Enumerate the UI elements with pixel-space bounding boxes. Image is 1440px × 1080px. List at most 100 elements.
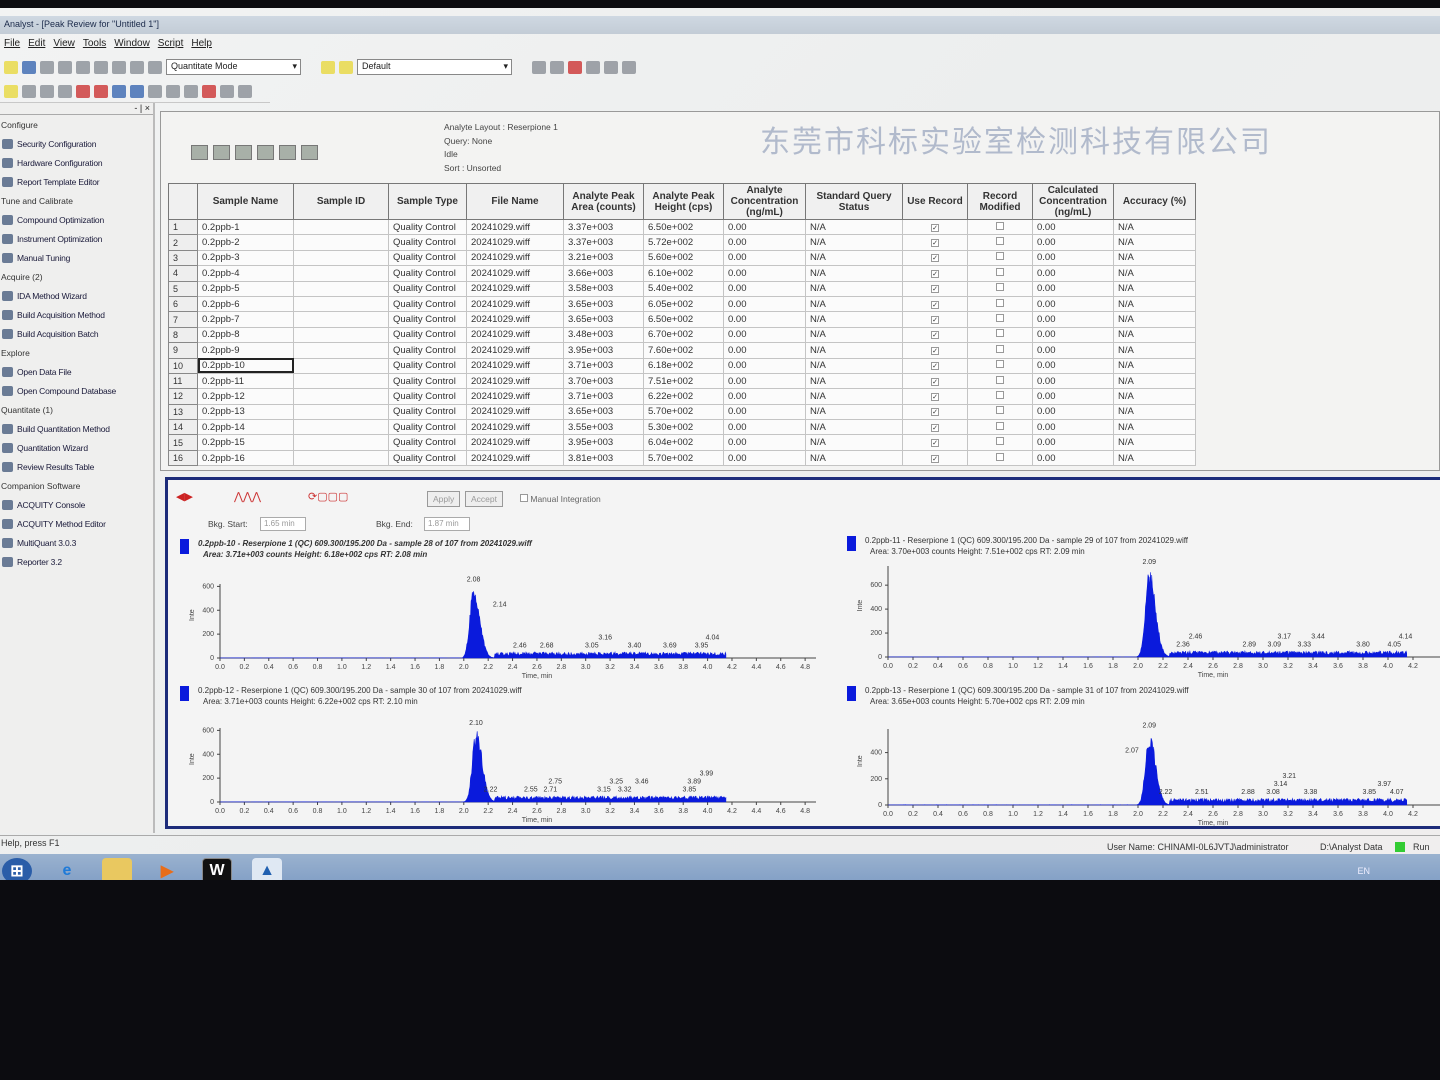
table-row[interactable]: 15 0.2ppb-15 Quality Control 20241029.wiff 3… (168, 434, 1196, 451)
sidebar-item[interactable]: IDA Method Wizard (0, 286, 153, 305)
cell-col4[interactable]: 20241029.wiff (466, 218, 564, 236)
column-header[interactable]: Record Modified (967, 183, 1033, 220)
accept-button[interactable]: Accept (465, 491, 503, 507)
cell-col4[interactable]: 20241029.wiff (466, 372, 564, 390)
use-record-checkbox[interactable]: ✓ (931, 392, 939, 401)
use-record-checkbox[interactable]: ✓ (931, 423, 939, 432)
cell-col11[interactable]: 0.00 (1032, 249, 1114, 267)
column-header[interactable] (168, 183, 198, 220)
use-record-checkbox[interactable]: ✓ (931, 300, 939, 309)
cell-col5[interactable]: 3.71e+003 (563, 357, 644, 374)
cell-col3[interactable]: Quality Control (388, 249, 467, 267)
cell-col4[interactable]: 20241029.wiff (466, 249, 564, 267)
cell-col2[interactable] (293, 295, 389, 313)
cell-col10[interactable] (967, 372, 1033, 390)
cell-col4[interactable]: 20241029.wiff (466, 295, 564, 313)
cell-col11[interactable]: 0.00 (1032, 357, 1114, 374)
cell-col6[interactable]: 5.60e+002 (643, 249, 724, 267)
cell-col11[interactable]: 0.00 (1032, 326, 1114, 344)
cell-col3[interactable]: Quality Control (388, 419, 467, 436)
cell-col9[interactable]: ✓ (902, 234, 968, 251)
cell-col2[interactable] (293, 280, 389, 297)
cell-col11[interactable]: 0.00 (1032, 434, 1114, 451)
cell-col5[interactable]: 3.48e+003 (563, 326, 644, 344)
table-row[interactable]: 6 0.2ppb-6 Quality Control 20241029.wiff 3.6… (168, 295, 1196, 313)
cell-row-number[interactable]: 1 (168, 218, 198, 236)
sidebar-item[interactable]: ACQUITY Console (0, 495, 153, 514)
cell-col1[interactable]: 0.2ppb-13 (197, 403, 294, 421)
cell-col2[interactable] (293, 218, 389, 236)
mode-select[interactable]: Quantitate Mode (166, 59, 301, 75)
undo-icon[interactable] (130, 60, 144, 74)
cell-col8[interactable]: N/A (805, 357, 903, 374)
table-row[interactable]: 2 0.2ppb-2 Quality Control 20241029.wiff 3.3… (168, 234, 1196, 251)
cell-col6[interactable]: 5.70e+002 (643, 403, 724, 421)
use-record-checkbox[interactable]: ✓ (931, 362, 939, 371)
acquity-taskbar-icon[interactable]: W (202, 858, 232, 880)
cell-col4[interactable]: 20241029.wiff (466, 326, 564, 344)
cell-col1[interactable]: 0.2ppb-6 (197, 295, 294, 313)
cell-col7[interactable]: 0.00 (723, 295, 806, 313)
cell-col3[interactable]: Quality Control (388, 265, 467, 282)
cell-col8[interactable]: N/A (805, 234, 903, 251)
redo-icon[interactable] (148, 60, 162, 74)
cell-col8[interactable]: N/A (805, 265, 903, 282)
prev-next-icon[interactable]: ◀▶ (176, 491, 193, 503)
column-header[interactable]: Analyte Peak Area (counts) (563, 183, 644, 220)
record-modified-checkbox[interactable] (996, 360, 1004, 369)
cell-col7[interactable]: 0.00 (723, 403, 806, 421)
cell-col1[interactable]: 0.2ppb-16 (197, 449, 294, 467)
cell-col12[interactable]: N/A (1113, 295, 1196, 313)
cell-row-number[interactable]: 2 (168, 234, 198, 251)
sidebar-item[interactable]: Build Quantitation Method (0, 419, 153, 438)
cell-col3[interactable]: Quality Control (388, 449, 467, 467)
cell-col12[interactable]: N/A (1113, 403, 1196, 421)
cell-col7[interactable]: 0.00 (723, 326, 806, 344)
cell-col10[interactable] (967, 342, 1033, 359)
calibration-icon[interactable] (76, 85, 90, 98)
cell-col12[interactable]: N/A (1113, 326, 1196, 344)
cell-col2[interactable] (293, 388, 389, 405)
sidebar-close-icon[interactable]: - | × (0, 103, 153, 115)
sidebar-item[interactable]: Open Compound Database (0, 381, 153, 400)
cell-col8[interactable]: N/A (805, 403, 903, 421)
cell-col12[interactable]: N/A (1113, 449, 1196, 467)
cell-col12[interactable]: N/A (1113, 311, 1196, 328)
cell-col7[interactable]: 0.00 (723, 419, 806, 436)
cell-col9[interactable]: ✓ (902, 326, 968, 344)
use-record-checkbox[interactable]: ✓ (931, 269, 939, 278)
table-row[interactable]: 7 0.2ppb-7 Quality Control 20241029.wiff 3.6… (168, 311, 1196, 328)
table-row[interactable]: 3 0.2ppb-3 Quality Control 20241029.wiff 3.2… (168, 249, 1196, 267)
cell-row-number[interactable]: 9 (168, 342, 198, 359)
table-row[interactable]: 10 0.2ppb-10 Quality Control 20241029.wiff 3… (168, 357, 1196, 374)
cell-col7[interactable]: 0.00 (723, 388, 806, 405)
cell-col10[interactable] (967, 295, 1033, 313)
cell-row-number[interactable]: 6 (168, 295, 198, 313)
cell-col3[interactable]: Quality Control (388, 357, 467, 374)
table-row[interactable]: 4 0.2ppb-4 Quality Control 20241029.wiff 3.6… (168, 265, 1196, 282)
record-modified-checkbox[interactable] (996, 344, 1004, 353)
cell-row-number[interactable]: 4 (168, 265, 198, 282)
cell-col10[interactable] (967, 218, 1033, 236)
cell-col8[interactable]: N/A (805, 388, 903, 405)
cell-col12[interactable]: N/A (1113, 265, 1196, 282)
cell-col9[interactable]: ✓ (902, 434, 968, 451)
cell-col6[interactable]: 6.04e+002 (643, 434, 724, 451)
cell-col11[interactable]: 0.00 (1032, 449, 1114, 467)
cell-col4[interactable]: 20241029.wiff (466, 342, 564, 359)
cell-col12[interactable]: N/A (1113, 234, 1196, 251)
paste-icon[interactable] (112, 60, 126, 74)
cell-col1[interactable]: 0.2ppb-2 (197, 234, 294, 251)
cell-col5[interactable]: 3.81e+003 (563, 449, 644, 467)
column-header[interactable]: Use Record (902, 183, 968, 220)
bkg-end-input[interactable]: 1.87 min (424, 517, 470, 531)
column-header[interactable]: Sample Name (197, 183, 294, 220)
zoom-tools-icon[interactable]: ⟳▢▢▢ (308, 491, 349, 503)
print-preview-icon[interactable] (58, 60, 72, 74)
record-modified-checkbox[interactable] (996, 237, 1004, 246)
cell-col4[interactable]: 20241029.wiff (466, 403, 564, 421)
view-peak-icon[interactable] (213, 145, 230, 160)
cell-col3[interactable]: Quality Control (388, 388, 467, 405)
table-row[interactable]: 5 0.2ppb-5 Quality Control 20241029.wiff 3.5… (168, 280, 1196, 297)
cell-col4[interactable]: 20241029.wiff (466, 388, 564, 405)
